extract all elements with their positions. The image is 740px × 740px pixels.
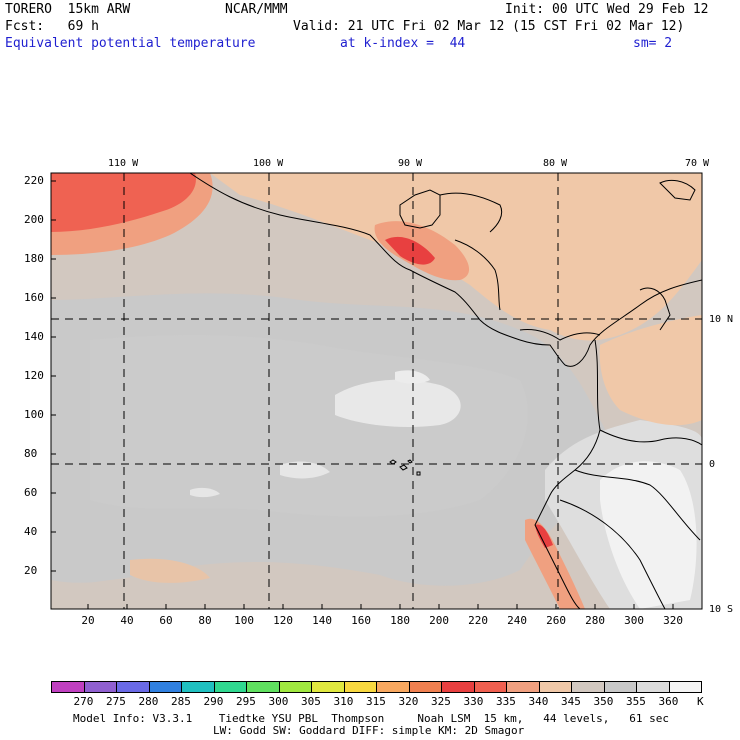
y-tick-label: 140 xyxy=(24,330,44,343)
colorbar-swatch xyxy=(213,681,247,693)
colorbar-level-label: 300 xyxy=(268,695,289,708)
y-tick-label: 80 xyxy=(24,447,38,460)
colorbar-level-label: 295 xyxy=(236,695,256,708)
longitude-label: 80 W xyxy=(543,158,568,169)
colorbar-swatch xyxy=(571,681,605,693)
x-tick-label: 60 xyxy=(159,614,173,627)
colorbar-level-label: 290 xyxy=(203,695,224,708)
longitude-label: 70 W xyxy=(685,158,710,169)
colorbar-swatch xyxy=(473,681,507,693)
colorbar-level-label: 345 xyxy=(561,695,581,708)
x-tick-label: 300 xyxy=(624,614,644,627)
colorbar-swatch xyxy=(603,681,637,693)
x-tick-label: 80 xyxy=(198,614,212,627)
y-tick-label: 20 xyxy=(24,564,38,577)
colorbar-level-label: 340 xyxy=(528,695,549,708)
colorbar-swatch xyxy=(116,681,150,693)
theta-e-field xyxy=(51,173,702,609)
x-tick-label: 240 xyxy=(507,614,527,627)
colorbar-swatch xyxy=(343,681,377,693)
x-tick-label: 180 xyxy=(390,614,410,627)
x-tick-label: 100 xyxy=(234,614,254,627)
colorbar-swatch xyxy=(181,681,215,693)
colorbar-swatch xyxy=(636,681,670,693)
longitude-label: 110 W xyxy=(108,158,139,169)
colorbar-swatch xyxy=(51,681,85,693)
colorbar-level-label: 330 xyxy=(463,695,484,708)
x-tick-label: 320 xyxy=(663,614,683,627)
colorbar-level-label: 310 xyxy=(333,695,354,708)
colorbar-swatch xyxy=(246,681,280,693)
x-tick-label: 40 xyxy=(120,614,134,627)
colorbar-level-label: 355 xyxy=(626,695,646,708)
plot-frame xyxy=(50,172,703,610)
x-tick-label: 280 xyxy=(585,614,605,627)
colorbar-level-label: 285 xyxy=(171,695,191,708)
colorbar-level-label: 315 xyxy=(366,695,386,708)
physics-info: LW: Godd SW: Goddard DIFF: simple KM: 2D… xyxy=(213,724,525,737)
colorbar-unit: K xyxy=(697,695,704,708)
y-tick-label: 160 xyxy=(24,291,44,304)
y-tick-label: 180 xyxy=(24,252,44,265)
colorbar-level-label: 305 xyxy=(301,695,321,708)
longitude-label: 90 W xyxy=(398,158,423,169)
x-tick-label: 220 xyxy=(468,614,488,627)
map-plot xyxy=(50,172,703,610)
model-info: Model Info: V3.3.1 Tiedtke YSU PBL Thomp… xyxy=(73,712,670,725)
y-tick-label: 40 xyxy=(24,525,38,538)
colorbar-swatch xyxy=(538,681,572,693)
latitude-label: 0 xyxy=(709,459,716,470)
colorbar-swatch xyxy=(148,681,182,693)
colorbar-level-label: 320 xyxy=(398,695,419,708)
colorbar-level-label: 335 xyxy=(496,695,516,708)
graticule xyxy=(51,173,702,609)
colorbar-level-label: 360 xyxy=(658,695,679,708)
colorbar-swatch xyxy=(311,681,345,693)
latitude-label: 10 S xyxy=(709,604,734,615)
init-time: Init: 00 UTC Wed 29 Feb 12 xyxy=(505,2,709,17)
colorbar-level-label: 270 xyxy=(73,695,94,708)
coastlines xyxy=(189,173,702,609)
smoothing: sm= 2 xyxy=(633,36,673,51)
axis-ticks xyxy=(51,180,674,609)
level-index: at k-index = 44 xyxy=(340,36,466,51)
colorbar-swatch xyxy=(278,681,312,693)
y-tick-label: 220 xyxy=(24,174,44,187)
colorbar-swatch xyxy=(83,681,117,693)
colorbar-swatch xyxy=(506,681,540,693)
latitude-label: 10 N xyxy=(709,314,734,325)
colorbar-swatch xyxy=(376,681,410,693)
model-name: TORERO 15km ARW xyxy=(5,2,131,17)
y-tick-label: 200 xyxy=(24,213,44,226)
colorbar-level-label: 280 xyxy=(138,695,159,708)
x-tick-label: 160 xyxy=(351,614,371,627)
x-tick-label: 20 xyxy=(81,614,95,627)
y-tick-label: 60 xyxy=(24,486,38,499)
x-tick-label: 120 xyxy=(273,614,293,627)
x-tick-label: 260 xyxy=(546,614,566,627)
valid-time: Valid: 21 UTC Fri 02 Mar 12 (15 CST Fri … xyxy=(293,19,685,34)
forecast-hour: Fcst: 69 h xyxy=(5,19,99,34)
colorbar-level-label: 325 xyxy=(431,695,451,708)
colorbar-swatch xyxy=(441,681,475,693)
field-name: Equivalent potential temperature xyxy=(5,36,256,51)
x-tick-label: 140 xyxy=(312,614,332,627)
y-tick-label: 100 xyxy=(24,408,44,421)
colorbar-swatch xyxy=(668,681,702,693)
longitude-label: 100 W xyxy=(253,158,284,169)
colorbar-level-label: 350 xyxy=(593,695,614,708)
y-tick-label: 120 xyxy=(24,369,44,382)
colorbar-level-label: 275 xyxy=(106,695,126,708)
colorbar-swatch xyxy=(408,681,442,693)
x-tick-label: 200 xyxy=(429,614,449,627)
center-name: NCAR/MMM xyxy=(225,2,288,17)
